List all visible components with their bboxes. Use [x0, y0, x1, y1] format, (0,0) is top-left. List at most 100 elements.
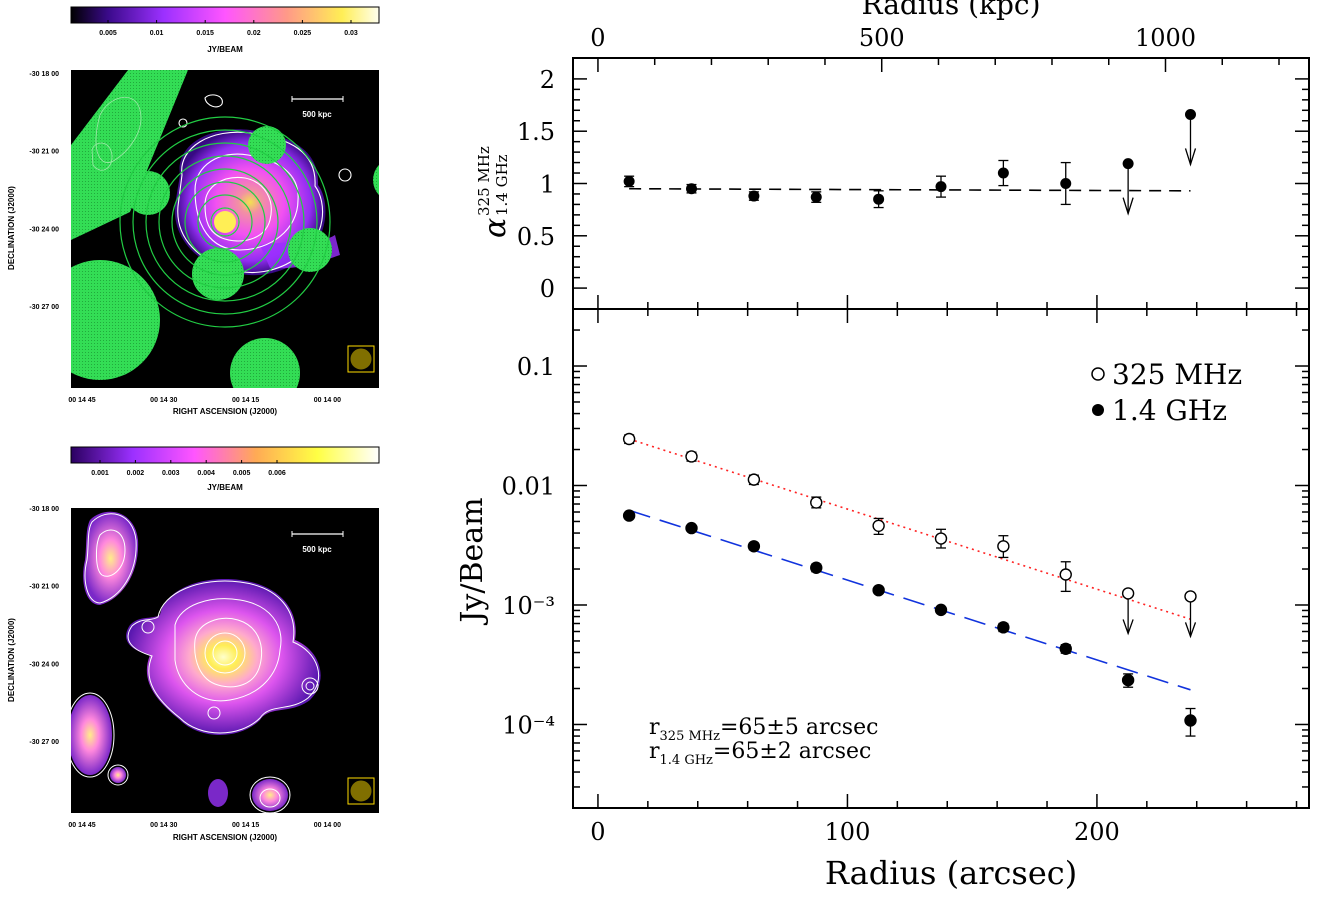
dec-tick-label: -30 18 00: [29, 71, 59, 78]
ra-tick-label: 00 14 15: [232, 822, 259, 829]
flux-point-325: [685, 450, 698, 463]
colorbar-tick-label: 0.006: [268, 470, 286, 477]
colorbar-tick-label: 0.002: [127, 470, 145, 477]
profile-plots-panel: 0 500 1000 Radius (kpc) 0 0.5 1 1.5 2 α 325 MH…: [420, 0, 1334, 894]
kpc-tick-label: 500: [859, 24, 905, 52]
alpha-y-axis: 0 0.5 1 1.5 2: [517, 66, 1309, 303]
alpha-limit-point: [1122, 158, 1134, 170]
alpha-y-label-main: α: [478, 218, 513, 238]
colorbar-tick-label: 0.015: [196, 30, 214, 37]
bottom-ra-axis-label: RIGHT ASCENSION (J2000): [173, 833, 278, 842]
top-ra-axis-label: RIGHT ASCENSION (J2000): [173, 407, 278, 416]
flux-upper-limit-arrowhead: [1184, 622, 1197, 639]
flux-y-axis-label: Jy/Beam: [455, 497, 490, 625]
flux-point-14: [685, 521, 698, 535]
top-colorbar-unit: JY/BEAM: [207, 45, 243, 54]
alpha-data-marks: [623, 108, 1197, 216]
colorbar-tick-label: 0.025: [294, 30, 312, 37]
alpha-y-tick-label: 0.5: [517, 223, 555, 251]
colorbar-tick-label: 0.005: [99, 30, 117, 37]
annotation-r325: r325 MHz=65±5 arcsec: [649, 715, 878, 744]
profile-plots-svg: 0 500 1000 Radius (kpc) 00.511.52 α 325 MH…: [455, 0, 1310, 892]
masked-sources: [71, 70, 379, 388]
legend-marker-325: [1091, 367, 1105, 381]
flux-point-325: [934, 532, 948, 545]
flux-y-tick-label: 10⁻⁴: [502, 711, 555, 739]
bottom-colorbar-ticks: 0.001 0.002 0.003 0.004 0.005 0.006: [91, 460, 286, 477]
bottom-dec-ticks: -30 18 00 -30 21 00 -30 24 00 -30 27 00: [29, 506, 59, 746]
colorbar-tick-label: 0.004: [197, 470, 215, 477]
legend-marker-14: [1092, 404, 1104, 416]
ra-tick-label: 00 14 45: [68, 822, 95, 829]
top-kpc-axis: 0 500 1000: [590, 24, 1280, 72]
alpha-point: [873, 193, 885, 205]
flux-point-14: [1184, 714, 1197, 727]
flux-point-14: [810, 561, 823, 574]
dec-tick-label: -30 21 00: [29, 149, 59, 156]
bottom-scale-label: 500 kpc: [302, 545, 332, 554]
dec-tick-label: -30 24 00: [29, 226, 59, 233]
radius-arcsec-axis-label: Radius (arcsec): [825, 854, 1077, 892]
dec-tick-label: -30 27 00: [29, 739, 59, 746]
flux-point-14: [622, 509, 636, 522]
flux-y-tick-label: 0.1: [517, 353, 555, 381]
bottom-ra-ticks: 00 14 45 00 14 30 00 14 15 00 14 00: [68, 822, 341, 829]
halo-emission: [174, 129, 326, 276]
radio-maps-panel: 0.005 0.01 0.015 0.02 0.025 0.03 JY/BEAM: [0, 0, 400, 894]
top-kpc-axis-label: Radius (kpc): [861, 0, 1040, 21]
colorbar-tick-label: 0.001: [91, 470, 109, 477]
flux-point-14: [1059, 642, 1072, 655]
alpha-limit-point: [1184, 108, 1196, 120]
top-beam-ellipse: [350, 348, 372, 370]
legend-label-14: 1.4 GHz: [1112, 394, 1227, 427]
top-scale-label: 500 kpc: [302, 110, 332, 119]
bottom-contours: [71, 513, 320, 813]
top-beam-box: [347, 345, 375, 373]
bottom-dec-axis-label: DECLINATION (J2000): [7, 618, 16, 702]
flux-point-325: [1059, 568, 1072, 581]
flux-upper-limit-arrowhead: [1122, 619, 1134, 636]
flux-fit-line: [628, 438, 1191, 620]
bottom-map: 0.001 0.002 0.003 0.004 0.005 0.006 JY/BEAM: [7, 446, 380, 842]
alpha-point: [810, 191, 822, 203]
flux-point-14: [997, 621, 1010, 634]
annotation-r14: r1.4 GHz=65±2 arcsec: [649, 739, 871, 768]
kpc-tick-label: 0: [590, 24, 605, 52]
flux-plot-frame: [572, 308, 1310, 809]
alpha-point: [1060, 178, 1072, 189]
alpha-upper-limit-arrowhead: [1184, 148, 1197, 167]
radio-maps-svg: 0.005 0.01 0.015 0.02 0.025 0.03 JY/BEAM: [7, 6, 380, 842]
legend-label-325: 325 MHz: [1112, 358, 1242, 391]
bottom-colorbar-unit: JY/BEAM: [207, 483, 243, 492]
alpha-y-tick-label: 1: [540, 171, 555, 199]
bottom-beam-ellipse: [350, 780, 372, 802]
top-dec-axis-label: DECLINATION (J2000): [7, 186, 16, 270]
top-map: 0.005 0.01 0.015 0.02 0.025 0.03 JY/BEAM: [7, 6, 380, 416]
legend: 325 MHz 1.4 GHz: [1091, 358, 1242, 427]
colorbar-tick-label: 0.003: [162, 470, 180, 477]
bottom-north-source: [83, 511, 139, 605]
bottom-beam-box: [347, 777, 375, 805]
flux-y-axis: 0.1 0.01 10⁻³ 10⁻⁴: [502, 329, 1309, 809]
bottom-halo-emission: [126, 579, 321, 735]
flux-point-325: [872, 519, 885, 532]
flux-y-tick-label: 10⁻³: [502, 592, 555, 620]
alpha-point: [748, 190, 760, 202]
ra-tick-label: 00 14 15: [232, 397, 259, 404]
flux-point-14: [934, 603, 948, 617]
scale-radius-annotations: r325 MHz=65±5 arcsec r1.4 GHz=65±2 arcse…: [649, 715, 878, 768]
ra-tick-label: 00 14 00: [314, 822, 341, 829]
ra-tick-label: 00 14 00: [314, 397, 341, 404]
flux-y-tick-label: 0.01: [502, 473, 555, 501]
x-tick-label: 0: [590, 818, 605, 846]
flux-point-325: [810, 496, 823, 509]
top-colorbar: [70, 6, 380, 24]
alpha-y-tick-label: 2: [540, 66, 555, 94]
alpha-y-label-sub: 1.4 GHz: [493, 154, 511, 216]
alpha-point: [935, 181, 947, 193]
dec-tick-label: -30 21 00: [29, 584, 59, 591]
flux-point-14: [1121, 673, 1135, 687]
alpha-point: [997, 167, 1009, 179]
alpha-upper-limit-arrowhead: [1122, 197, 1134, 216]
alpha-point: [686, 183, 698, 195]
